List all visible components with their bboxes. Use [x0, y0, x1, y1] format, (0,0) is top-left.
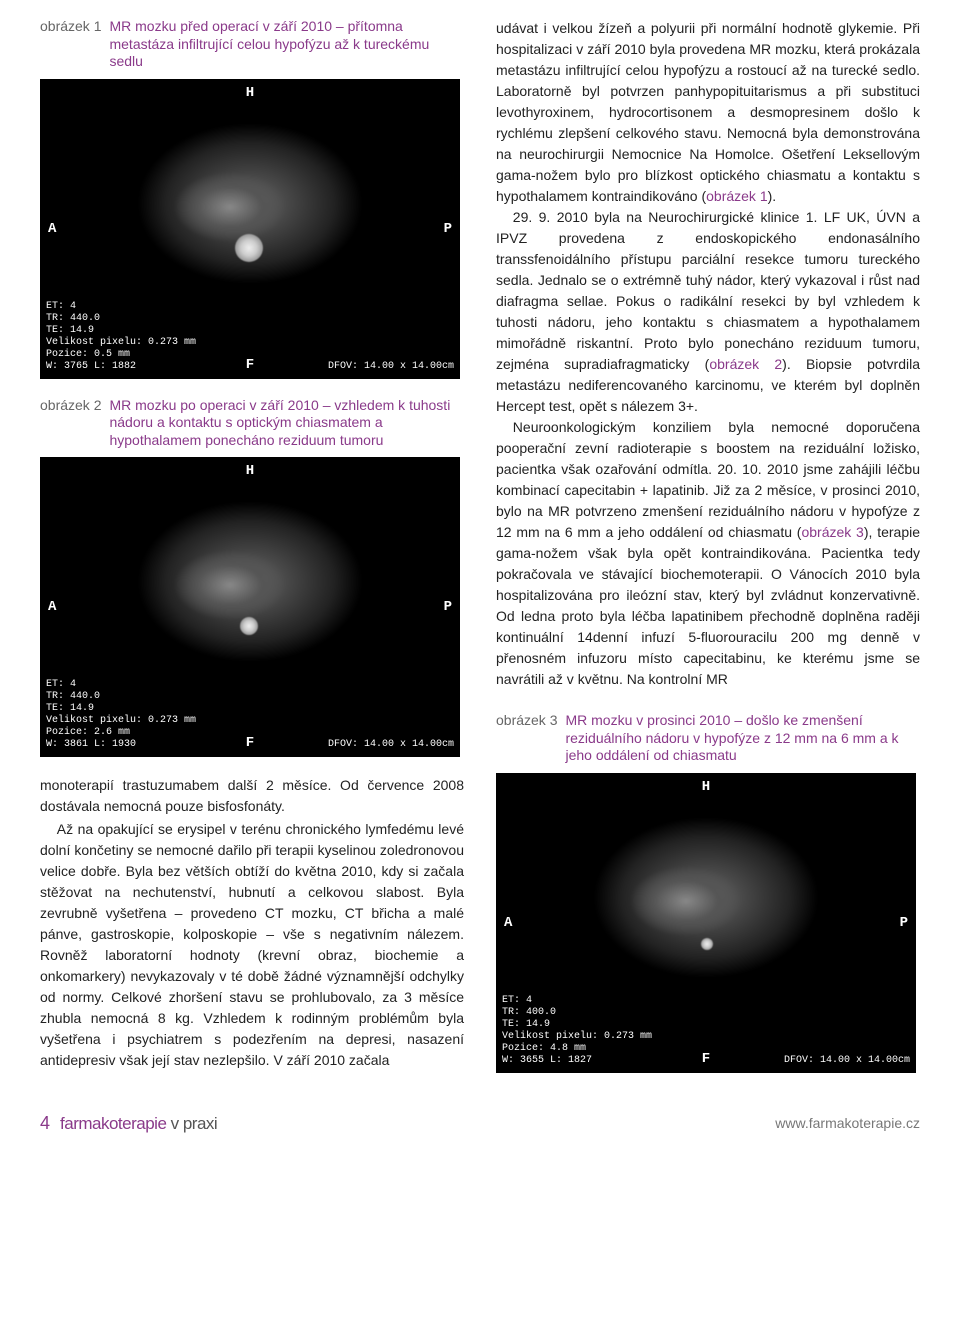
- right-paragraph-3: Neuroonkologickým konziliem byla nemocné…: [496, 417, 920, 690]
- mri-marker-P: P: [444, 221, 452, 237]
- figure3-label: obrázek 3: [496, 712, 557, 765]
- mri-marker-H: H: [246, 85, 254, 101]
- brand-logo: farmakoterapie v praxi: [60, 1114, 217, 1134]
- mri1-meta-bottom-right: DFOV: 14.00 x 14.00cm: [328, 361, 454, 373]
- figure2-caption: obrázek 2 MR mozku po operaci v září 201…: [40, 397, 464, 450]
- left-paragraph-2: Až na opakující se erysipel v terénu chr…: [40, 819, 464, 1071]
- figure1-title: MR mozku před operací v září 2010 – přít…: [109, 18, 464, 71]
- mri-marker-F: F: [246, 735, 254, 751]
- mri-marker-F: F: [702, 1051, 710, 1067]
- right-p2-a: 29. 9. 2010 byla na Neurochirurgické kli…: [496, 209, 920, 372]
- footer-site-url: www.farmakoterapie.cz: [775, 1115, 920, 1131]
- mri-marker-A: A: [48, 599, 56, 615]
- figure2-image: H F A P ET: 4 TR: 440.0 TE: 14.9 Velikos…: [40, 457, 460, 757]
- left-column: obrázek 1 MR mozku před operací v září 2…: [40, 18, 464, 1073]
- mri-marker-P: P: [444, 599, 452, 615]
- figure1-image: H F A P ET: 4 TR: 440.0 TE: 14.9 Velikos…: [40, 79, 460, 379]
- mri2-meta-bottom-right: DFOV: 14.00 x 14.00cm: [328, 739, 454, 751]
- mri3-meta-bottom-right: DFOV: 14.00 x 14.00cm: [784, 1055, 910, 1067]
- figure1-label: obrázek 1: [40, 18, 101, 71]
- ref-obrazek-3: obrázek 3: [801, 524, 863, 540]
- mri-marker-A: A: [504, 915, 512, 931]
- page-number: 4: [40, 1113, 50, 1134]
- ref-obrazek-1: obrázek 1: [706, 188, 767, 204]
- ref-obrazek-2: obrázek 2: [709, 356, 782, 372]
- figure1-caption: obrázek 1 MR mozku před operací v září 2…: [40, 18, 464, 71]
- left-paragraph-1: monoterapií trastuzumabem další 2 měsíce…: [40, 775, 464, 817]
- right-p1-a: udávat i velkou žízeň a polyurii při nor…: [496, 20, 920, 204]
- mri3-meta-bottom-left: ET: 4 TR: 400.0 TE: 14.9 Velikost pixelu…: [502, 995, 652, 1067]
- right-column: udávat i velkou žízeň a polyurii při nor…: [496, 18, 920, 1073]
- mri-marker-P: P: [900, 915, 908, 931]
- right-p1-b: ).: [768, 188, 777, 204]
- figure2-label: obrázek 2: [40, 397, 101, 450]
- figure3-caption: obrázek 3 MR mozku v prosinci 2010 – doš…: [496, 712, 920, 765]
- brand-part1: farmakoterapie: [60, 1114, 166, 1133]
- right-paragraph-2: 29. 9. 2010 byla na Neurochirurgické kli…: [496, 207, 920, 417]
- right-p3-b: ), terapie gama-nožem však byla opět kon…: [496, 524, 920, 687]
- right-p3-a: Neuroonkologickým konziliem byla nemocné…: [496, 419, 920, 540]
- mri2-meta-bottom-left: ET: 4 TR: 440.0 TE: 14.9 Velikost pixelu…: [46, 679, 196, 751]
- figure3-image: H F A P ET: 4 TR: 400.0 TE: 14.9 Velikos…: [496, 773, 916, 1073]
- right-paragraph-1: udávat i velkou žízeň a polyurii při nor…: [496, 18, 920, 207]
- mri-marker-H: H: [246, 463, 254, 479]
- mri1-meta-bottom-left: ET: 4 TR: 440.0 TE: 14.9 Velikost pixelu…: [46, 301, 196, 373]
- mri-marker-F: F: [246, 357, 254, 373]
- page-footer: 4 farmakoterapie v praxi www.farmakotera…: [40, 1103, 920, 1134]
- brand-part2: v praxi: [166, 1114, 217, 1133]
- figure2-title: MR mozku po operaci v září 2010 – vzhled…: [109, 397, 464, 450]
- figure3-title: MR mozku v prosinci 2010 – došlo ke zmen…: [565, 712, 920, 765]
- mri-marker-H: H: [702, 779, 710, 795]
- mri-marker-A: A: [48, 221, 56, 237]
